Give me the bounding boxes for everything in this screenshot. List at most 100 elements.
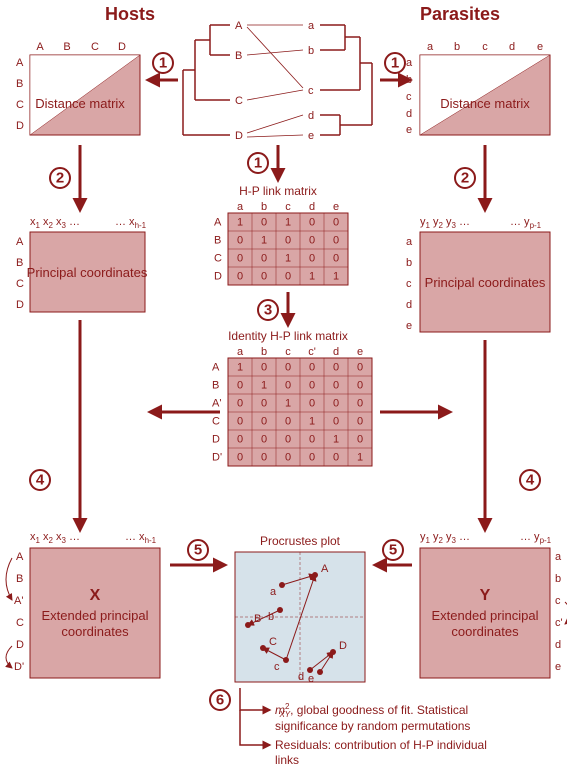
svg-text:0: 0	[309, 452, 315, 464]
svg-text:links: links	[275, 753, 299, 767]
svg-text:a: a	[270, 586, 277, 598]
svg-text:1: 1	[261, 235, 267, 247]
svg-text:d: d	[406, 108, 412, 120]
svg-text:B: B	[16, 573, 23, 585]
svg-text:C: C	[214, 253, 222, 265]
host-tree: A B C D	[183, 20, 243, 142]
svg-text:0: 0	[285, 434, 291, 446]
svg-text:1: 1	[254, 155, 262, 172]
svg-text:b: b	[406, 257, 412, 269]
parasites-title: Parasites	[420, 4, 500, 24]
svg-text:0: 0	[357, 416, 363, 428]
svg-text:0: 0	[309, 253, 315, 265]
svg-text:0: 0	[261, 398, 267, 410]
svg-text:b: b	[308, 45, 314, 57]
svg-text:C: C	[16, 617, 24, 629]
identity-matrix: abcc'deABA'CDD'1000000100000010000001000…	[212, 346, 372, 466]
svg-text:d: d	[509, 41, 515, 53]
svg-text:1: 1	[333, 271, 339, 283]
svg-text:c: c	[406, 278, 412, 290]
svg-text:A': A'	[14, 595, 23, 607]
svg-text:0: 0	[333, 217, 339, 229]
svg-text:1: 1	[309, 416, 315, 428]
svg-text:Extended principal: Extended principal	[432, 608, 539, 623]
svg-text:D: D	[118, 41, 126, 53]
svg-text:2: 2	[56, 170, 64, 187]
svg-text:0: 0	[237, 452, 243, 464]
svg-text:0: 0	[333, 253, 339, 265]
svg-text:B: B	[212, 380, 219, 392]
svg-text:0: 0	[285, 380, 291, 392]
parasite-principal-coords: y1 y2 y3 … … yp-1 a b c d e Principal co…	[406, 216, 550, 332]
svg-text:0: 0	[357, 434, 363, 446]
svg-text:A: A	[16, 57, 24, 69]
svg-text:0: 0	[261, 416, 267, 428]
svg-text:c': c'	[308, 346, 316, 358]
svg-text:A: A	[36, 41, 44, 53]
svg-text:B: B	[254, 613, 261, 625]
svg-text:0: 0	[333, 362, 339, 374]
svg-text:0: 0	[285, 416, 291, 428]
procrustes-plot: AaBbCcDde	[235, 552, 365, 685]
svg-text:a: a	[308, 20, 315, 32]
svg-text:… xh-1: … xh-1	[125, 531, 157, 545]
hosts-title: Hosts	[105, 4, 155, 24]
svg-text:D: D	[235, 130, 243, 142]
svg-text:1: 1	[159, 55, 167, 72]
svg-text:1: 1	[391, 55, 399, 72]
svg-text:C: C	[16, 99, 24, 111]
result-goodness-of-fit: m2XY, global goodness of fit. Statistica…	[275, 702, 468, 719]
svg-text:x1 x2 x3 …: x1 x2 x3 …	[30, 216, 80, 230]
svg-text:A: A	[16, 236, 24, 248]
svg-text:0: 0	[357, 362, 363, 374]
svg-text:0: 0	[357, 398, 363, 410]
svg-text:a: a	[237, 346, 244, 358]
svg-text:5: 5	[389, 542, 397, 559]
svg-text:c': c'	[555, 617, 563, 629]
svg-text:0: 0	[261, 362, 267, 374]
svg-text:0: 0	[237, 398, 243, 410]
svg-text:a: a	[427, 41, 434, 53]
svg-text:0: 0	[285, 271, 291, 283]
svg-text:0: 0	[333, 398, 339, 410]
svg-text:d: d	[406, 299, 412, 311]
svg-text:e: e	[308, 673, 314, 685]
svg-text:1: 1	[261, 380, 267, 392]
host-principal-coords: x1 x2 x3 … … xh-1 A B C D Principal coor…	[16, 216, 148, 312]
svg-text:D: D	[214, 271, 222, 283]
svg-text:c: c	[555, 595, 561, 607]
identity-matrix-title: Identity H-P link matrix	[228, 329, 348, 343]
svg-text:1: 1	[285, 217, 291, 229]
svg-text:… yp-1: … yp-1	[520, 531, 552, 545]
svg-text:a: a	[237, 201, 244, 213]
svg-text:c: c	[274, 661, 280, 673]
svg-text:significance by random permuta: significance by random permutations	[275, 719, 470, 733]
svg-text:0: 0	[309, 362, 315, 374]
svg-text:D': D'	[212, 452, 222, 464]
svg-text:b: b	[261, 201, 267, 213]
svg-text:A: A	[16, 551, 24, 563]
hp-links	[247, 25, 303, 137]
svg-text:0: 0	[261, 217, 267, 229]
svg-text:D: D	[16, 639, 24, 651]
svg-text:coordinates: coordinates	[61, 624, 129, 639]
svg-text:Residuals: contribution of H-P: Residuals: contribution of H-P individua…	[275, 738, 487, 752]
svg-text:5: 5	[194, 542, 202, 559]
svg-text:0: 0	[237, 380, 243, 392]
svg-text:c: c	[285, 346, 291, 358]
svg-text:D: D	[16, 120, 24, 132]
svg-text:… yp-1: … yp-1	[510, 216, 542, 230]
svg-text:C: C	[235, 95, 243, 107]
svg-text:1: 1	[333, 434, 339, 446]
parasite-tree: a b c d e	[308, 20, 372, 142]
svg-text:2: 2	[461, 170, 469, 187]
svg-text:d: d	[309, 201, 315, 213]
svg-text:0: 0	[237, 235, 243, 247]
svg-text:4: 4	[36, 472, 45, 489]
svg-text:c: c	[406, 91, 412, 103]
svg-text:a: a	[555, 551, 562, 563]
svg-text:0: 0	[309, 398, 315, 410]
svg-text:e: e	[406, 124, 412, 136]
svg-text:e: e	[357, 346, 363, 358]
svg-text:B: B	[63, 41, 70, 53]
